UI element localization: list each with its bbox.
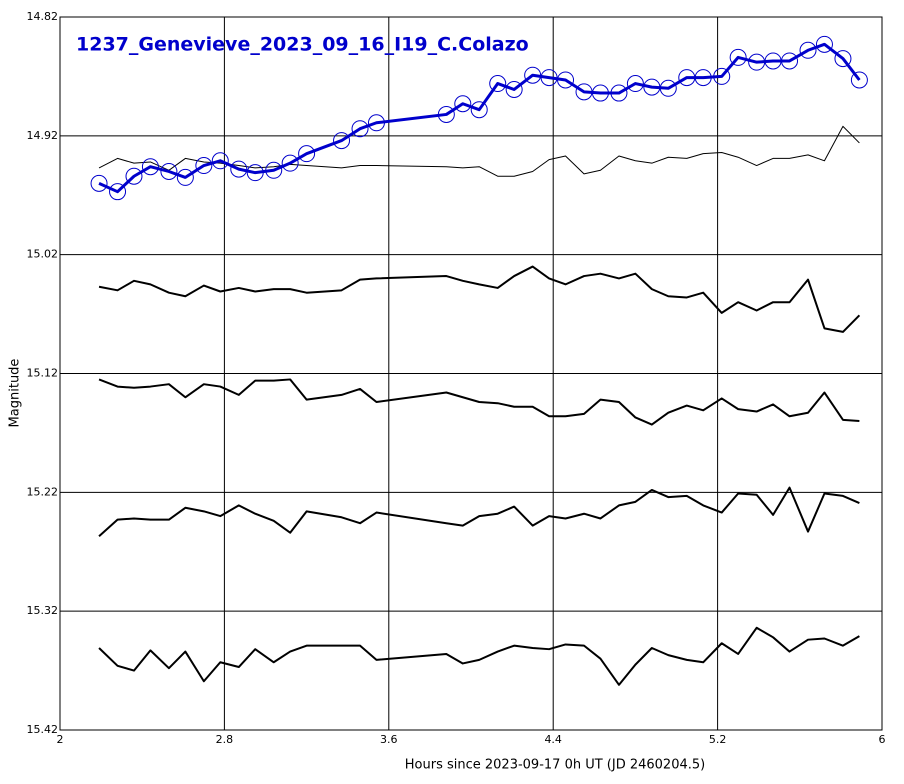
data-point	[659, 79, 677, 97]
x-tick-label: 3.6	[380, 733, 398, 746]
y-axis-label: Magnitude	[8, 359, 23, 428]
data-point	[351, 120, 369, 138]
data-point	[454, 95, 472, 113]
series-line	[98, 378, 860, 426]
data-point	[799, 41, 817, 59]
data-point	[694, 69, 712, 87]
y-tick-label: 15.32	[27, 604, 59, 617]
data-point	[246, 164, 264, 182]
chart-title: 1237_Genevieve_2023_09_16_I19_C.Colazo	[76, 34, 529, 56]
data-point	[298, 145, 316, 163]
y-tick-label: 15.22	[27, 485, 59, 498]
data-point	[834, 50, 852, 68]
x-tick-label: 2.8	[216, 733, 234, 746]
data-point	[626, 75, 644, 93]
data-point	[470, 101, 488, 119]
data-point	[437, 105, 455, 123]
data-point	[575, 83, 593, 101]
data-point	[748, 53, 766, 71]
data-point	[211, 152, 229, 170]
series-line	[98, 626, 860, 686]
data-point	[781, 52, 799, 70]
y-tick-label: 14.82	[27, 10, 59, 23]
data-point	[713, 67, 731, 85]
x-tick-label: 5.2	[709, 733, 727, 746]
data-point	[109, 183, 127, 201]
data-point	[540, 69, 558, 87]
y-tick-label: 14.92	[27, 129, 59, 142]
series-line	[98, 42, 861, 194]
data-point	[90, 174, 108, 192]
data-point	[505, 80, 523, 98]
data-point	[281, 154, 299, 172]
data-point	[850, 71, 868, 89]
data-point	[230, 160, 248, 178]
data-point	[367, 114, 385, 132]
y-tick-label: 15.42	[27, 723, 59, 736]
data-point	[815, 35, 833, 53]
data-point	[524, 66, 542, 84]
data-point	[160, 162, 178, 180]
data-point	[557, 71, 575, 89]
tick-labels: 14.82 14.92 15.02 15.12 15.22 15.32 15.422 2.8 3…	[27, 10, 886, 746]
data-point	[489, 75, 507, 93]
data-point	[125, 167, 143, 185]
x-tick-label: 2	[57, 733, 64, 746]
data-point	[176, 168, 194, 186]
data-point	[643, 78, 661, 96]
data-point	[333, 132, 351, 150]
data-point	[265, 161, 283, 179]
y-tick-label: 15.02	[27, 248, 59, 261]
series-group	[90, 35, 868, 686]
x-tick-label: 4.4	[544, 733, 562, 746]
series-line	[98, 486, 860, 538]
y-tick-label: 15.12	[27, 367, 59, 380]
data-point	[729, 48, 747, 66]
data-point	[141, 158, 159, 176]
x-axis-label: Hours since 2023-09-17 0h UT (JD 2460204…	[405, 758, 705, 773]
plot-frame	[59, 16, 883, 731]
data-point	[591, 84, 609, 102]
x-tick-label: 6	[879, 733, 886, 746]
data-point	[195, 157, 213, 175]
series-line	[98, 265, 861, 333]
data-point	[610, 84, 628, 102]
